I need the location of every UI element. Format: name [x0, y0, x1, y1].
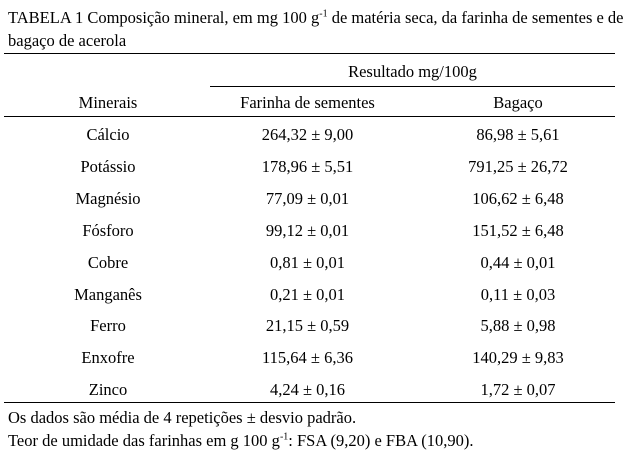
footer-note-2-superscript: -1: [279, 431, 289, 443]
table-row-7-farinha-value: 21,15 ± 0,59: [265, 316, 350, 335]
table-row-6-mineral: Manganês: [74, 285, 142, 304]
table-row-1-farinha-value: 264,32 ± 9,00: [261, 125, 354, 144]
table-row-4-farinha-value: 99,12 ± 0,01: [265, 221, 350, 240]
table-row-7-mineral: Ferro: [90, 316, 126, 335]
table-row-8-mineral: Enxofre: [81, 348, 135, 367]
table-row-5-farinha-value: 0,81 ± 0,01: [269, 253, 346, 272]
table-caption: TABELA 1 Composição mineral, em mg 100 g…: [8, 6, 628, 52]
table-row-5-bagaco-value: 0,44 ± 0,01: [480, 253, 556, 272]
caption-superscript: -1: [319, 8, 328, 20]
table-row-5-mineral: Cobre: [87, 253, 129, 272]
caption-prefix: TABELA 1 Composição mineral, em mg 100 g: [8, 8, 320, 27]
bottom-rule: [4, 402, 615, 403]
table-row-4-mineral: Fósforo: [82, 221, 134, 240]
table-row-3-mineral: Magnésio: [75, 189, 141, 208]
table-row-7-bagaco-value: 5,88 ± 0,98: [480, 316, 556, 335]
table-row-9-bagaco-value: 1,72 ± 0,07: [480, 380, 556, 399]
table-row-2-farinha-value: 178,96 ± 5,51: [261, 157, 354, 176]
table-row-3-bagaco-value: 106,62 ± 6,48: [472, 189, 564, 208]
table-row-8-farinha-value: 115,64 ± 6,36: [262, 348, 353, 367]
table-row-9-farinha-value: 4,24 ± 0,16: [269, 380, 346, 399]
header-rule: [4, 116, 615, 117]
table-row-2-mineral: Potássio: [80, 157, 136, 176]
table-row-1-bagaco-value: 86,98 ± 5,61: [476, 125, 560, 144]
group-header-resultado: Resultado mg/100g: [348, 62, 477, 81]
table-row-4-bagaco-value: 151,52 ± 6,48: [472, 221, 564, 240]
group-header-rule: [210, 86, 615, 87]
table-row-6-bagaco-value: 0,11 ± 0,03: [480, 285, 556, 304]
table-row-8-bagaco-value: 140,29 ± 9,83: [472, 348, 564, 367]
footer-note-2: Teor de umidade das farinhas em g 100 g-…: [8, 431, 473, 451]
top-rule: [4, 53, 615, 54]
header-minerais: Minerais: [78, 93, 138, 112]
header-farinha-de-sementes: Farinha de sementes: [240, 93, 375, 112]
table-row-2-bagaco-value: 791,25 ± 26,72: [468, 157, 568, 176]
table-row-6-farinha-value: 0,21 ± 0,01: [269, 285, 346, 304]
header-bagaco: Bagaço: [493, 93, 543, 112]
footer-note-2-prefix: Teor de umidade das farinhas em g 100 g: [8, 431, 280, 450]
footer-note-1: Os dados são média de 4 repetições ± des…: [8, 408, 357, 427]
caption-suffix: de matéria seca, da farinha de sementes …: [8, 8, 624, 50]
table-row-9-mineral: Zinco: [88, 380, 128, 399]
table-row-3-farinha-value: 77,09 ± 0,01: [265, 189, 350, 208]
table-row-1-mineral: Cálcio: [86, 125, 130, 144]
footer-note-2-suffix: : FSA (9,20) e FBA (10,90).: [288, 431, 474, 450]
